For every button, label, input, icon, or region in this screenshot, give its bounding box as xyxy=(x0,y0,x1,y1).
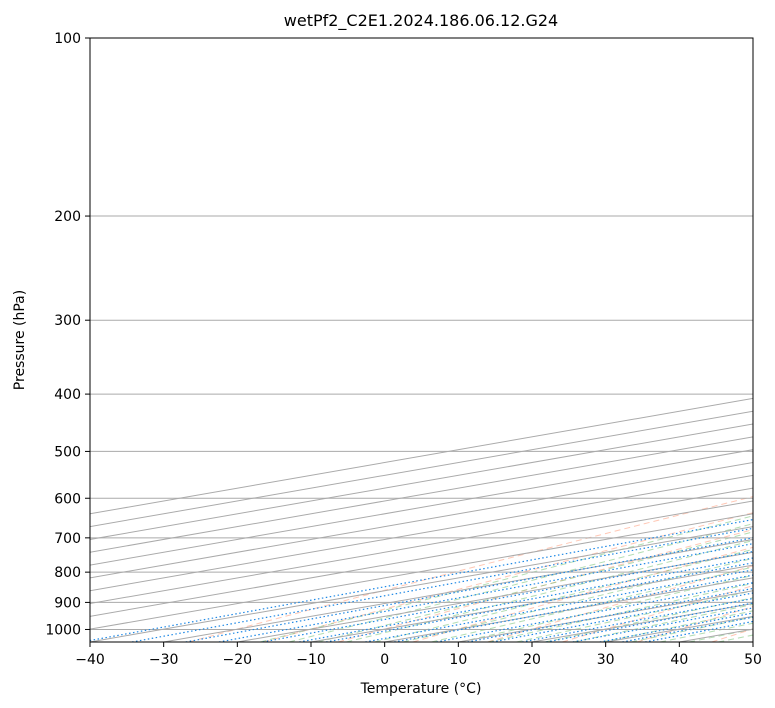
chart-title: wetPf2_C2E1.2024.186.06.12.G24 xyxy=(284,11,558,31)
isotherm-line xyxy=(90,474,753,592)
y-tick-label: 100 xyxy=(54,31,81,47)
x-tick-label: −40 xyxy=(75,652,105,668)
y-tick-label: 800 xyxy=(54,565,81,581)
y-tick-label: 700 xyxy=(54,531,81,547)
y-tick-label: 200 xyxy=(54,209,81,225)
mixing-ratio-line xyxy=(467,587,753,642)
moist-adiabat-line xyxy=(374,548,753,642)
x-tick-label: −10 xyxy=(296,652,326,668)
dry-adiabat-line xyxy=(412,546,753,642)
isotherm-line xyxy=(752,641,753,642)
mixing-ratio-line xyxy=(394,574,753,642)
y-tick-label: 900 xyxy=(54,595,81,611)
x-tick-label: 20 xyxy=(523,652,541,668)
x-tick-label: 0 xyxy=(380,652,389,668)
dry-adiabat-line xyxy=(188,496,753,642)
plot-area xyxy=(90,38,753,642)
moist-adiabat-line xyxy=(346,540,753,642)
x-tick-label: −30 xyxy=(149,652,179,668)
isotherm-line xyxy=(90,487,753,605)
moist-adiabat-line xyxy=(431,566,753,642)
isotherm-line xyxy=(90,500,753,617)
isotherm-line xyxy=(90,526,753,642)
isotherm-line xyxy=(90,513,753,630)
x-tick-label: 30 xyxy=(597,652,615,668)
x-tick-label: 10 xyxy=(449,652,467,668)
moist-adiabat-line xyxy=(487,582,753,642)
axes: −40 −30 −20 −10 0 10 20 30 40 50 100 200 300 400 500 60… xyxy=(45,31,762,668)
dry-adiabat-line xyxy=(487,565,753,642)
y-tick-label: 400 xyxy=(54,387,81,403)
plot-frame xyxy=(89,37,754,643)
x-tick-label: −20 xyxy=(223,652,253,668)
mixing-ratio-line xyxy=(131,527,753,642)
y-axis-label: Pressure (hPa) xyxy=(12,290,28,390)
isotherm-line xyxy=(90,436,753,553)
x-tick-label: 50 xyxy=(744,652,762,668)
mixing-ratio-line xyxy=(90,518,753,642)
isotherm-line xyxy=(90,449,753,566)
moist-adiabat-line xyxy=(260,515,753,642)
background-lines xyxy=(90,38,753,642)
y-tick-label: 500 xyxy=(54,444,81,460)
y-tick-label: 1000 xyxy=(45,622,81,638)
y-tick-label: 300 xyxy=(54,313,81,329)
dry-adiabat-line xyxy=(263,512,753,642)
y-tick-label: 600 xyxy=(54,491,81,507)
x-tick-label: 40 xyxy=(670,652,688,668)
isotherm-line xyxy=(163,538,753,642)
isotherm-line xyxy=(90,462,753,579)
x-axis-label: Temperature (°C) xyxy=(360,681,482,697)
mixing-ratio-line xyxy=(436,582,753,642)
